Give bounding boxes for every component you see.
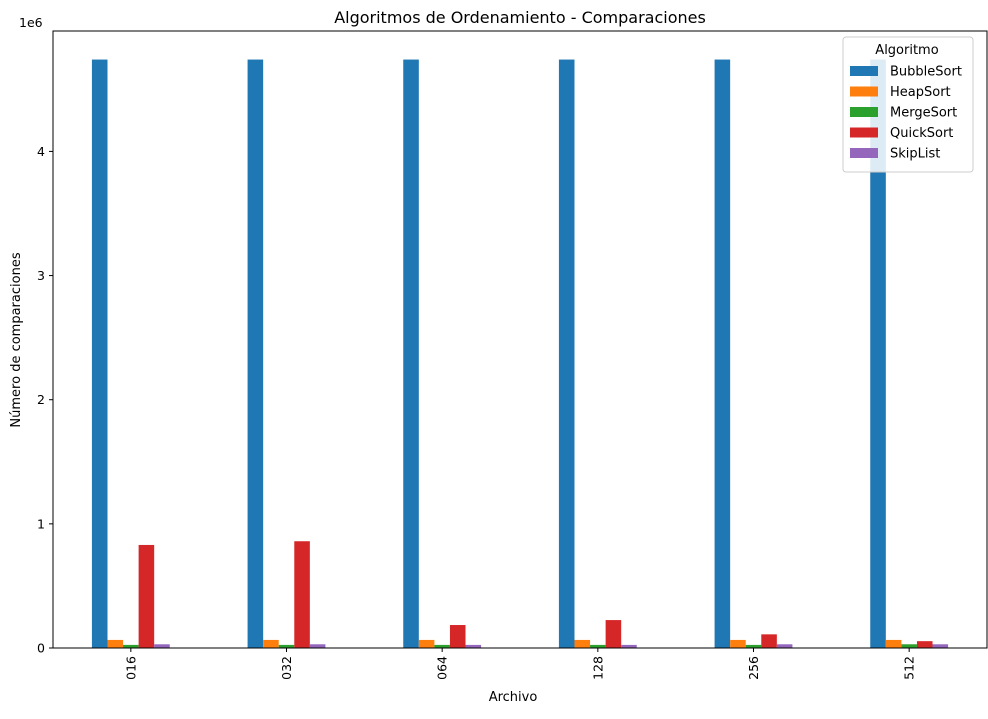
plot-frame (52, 30, 988, 649)
bar-skiplist-032 (309, 644, 326, 648)
x-tick-label-016: 016 (123, 656, 138, 680)
y-tick-label: 0 (37, 641, 45, 656)
x-axis: 016 032 064 128 256 512 (123, 648, 917, 680)
legend-title: Algoritmo (875, 43, 938, 58)
bars-layer (91, 59, 949, 649)
y-axis-label: Número de comparaciones (9, 252, 24, 427)
bar-bubblesort-064 (403, 59, 419, 649)
bar-mergesort-128 (590, 644, 606, 648)
bar-heapsort-064 (418, 639, 435, 648)
bar-bubblesort-512 (870, 59, 886, 649)
legend-item-skiplist: SkipList (850, 147, 940, 162)
legend-swatch-heapsort (850, 86, 878, 97)
legend-swatch-mergesort (850, 107, 878, 117)
bar-skiplist-256 (776, 644, 793, 648)
legend-label-mergesort: MergeSort (890, 106, 957, 121)
legend: Algoritmo BubbleSort HeapSort MergeSort Qui… (842, 36, 974, 173)
bar-quicksort-016 (138, 544, 155, 648)
x-tick-label-032: 032 (279, 656, 294, 680)
bar-heapsort-128 (574, 639, 591, 648)
x-tick-label-512: 512 (902, 656, 917, 680)
x-tick-label-064: 064 (435, 656, 450, 680)
legend-items: BubbleSort HeapSort MergeSort QuickSort Skip… (850, 65, 962, 162)
y-tick-label: 2 (37, 392, 45, 407)
bar-bubblesort-032 (247, 59, 264, 649)
bar-skiplist-128 (621, 644, 637, 648)
y-tick-label: 3 (37, 268, 45, 283)
legend-item-quicksort: QuickSort (850, 126, 953, 141)
bar-mergesort-016 (123, 644, 139, 648)
bar-quicksort-064 (449, 625, 466, 648)
bar-skiplist-064 (465, 644, 482, 648)
bar-quicksort-512 (916, 641, 933, 648)
x-axis-label: Archivo (489, 690, 538, 705)
y-axis: 0 1 2 3 4 (37, 144, 53, 656)
bar-quicksort-256 (761, 634, 777, 648)
bar-heapsort-016 (107, 639, 124, 648)
bar-skiplist-016 (154, 644, 170, 648)
bar-bubblesort-016 (91, 59, 108, 649)
bar-mergesort-512 (901, 644, 917, 648)
bar-skiplist-512 (932, 644, 949, 648)
legend-label-bubblesort: BubbleSort (890, 65, 962, 80)
x-tick-label-128: 128 (590, 656, 605, 680)
y-tick-label: 1 (37, 516, 45, 531)
bar-bubblesort-128 (558, 59, 575, 649)
legend-item-heapsort: HeapSort (850, 85, 951, 100)
legend-item-mergesort: MergeSort (850, 106, 957, 121)
bar-bubblesort-256 (714, 59, 731, 649)
chart-title: Algoritmos de Ordenamiento - Comparacion… (334, 8, 706, 27)
bar-heapsort-256 (730, 639, 746, 648)
bar-quicksort-128 (605, 620, 622, 648)
bar-heapsort-032 (263, 639, 279, 648)
legend-label-quicksort: QuickSort (890, 126, 953, 141)
bar-mergesort-064 (434, 644, 450, 648)
x-tick-label-256: 256 (746, 656, 761, 680)
legend-label-heapsort: HeapSort (890, 85, 951, 100)
legend-swatch-quicksort (850, 127, 878, 138)
y-tick-label: 4 (37, 144, 45, 159)
legend-swatch-bubblesort (850, 66, 878, 76)
legend-swatch-skiplist (850, 148, 878, 158)
legend-item-bubblesort: BubbleSort (850, 65, 962, 80)
y-axis-multiplier: 1e6 (19, 15, 43, 30)
bar-mergesort-256 (745, 644, 762, 648)
bar-mergesort-032 (278, 644, 295, 648)
bar-heapsort-512 (885, 639, 902, 648)
bar-quicksort-032 (294, 541, 310, 648)
legend-label-skiplist: SkipList (890, 147, 940, 162)
